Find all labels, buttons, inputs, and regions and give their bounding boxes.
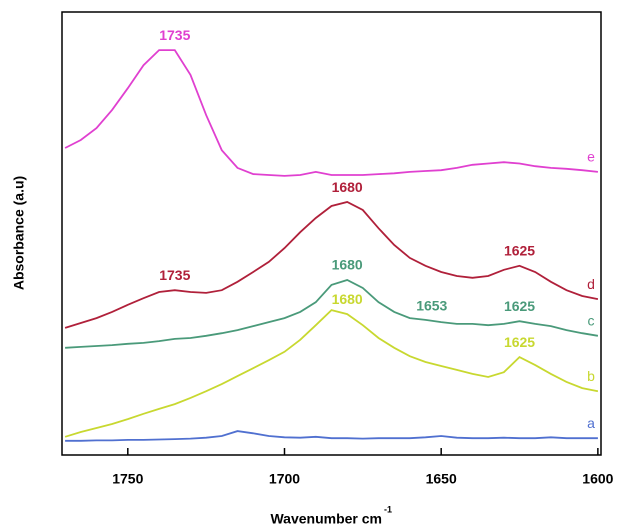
peak-label: 1625 <box>504 298 535 314</box>
series-line <box>65 279 599 349</box>
series-line <box>65 430 598 442</box>
series-label: e <box>587 149 595 165</box>
plot-frame <box>61 11 602 456</box>
series-label: a <box>587 415 595 431</box>
x-tick-label: 1700 <box>269 471 300 487</box>
peak-label: 1735 <box>159 27 190 43</box>
x-tick-label: 1750 <box>112 471 143 487</box>
series-label: c <box>588 313 595 329</box>
series-label: d <box>587 276 595 292</box>
peak-label: 1653 <box>416 297 447 313</box>
series-line <box>64 201 599 329</box>
peak-label: 1625 <box>504 243 535 259</box>
peak-label: 1680 <box>332 257 363 273</box>
peak-label: 1625 <box>504 334 535 350</box>
y-axis-label: Absorbance (a.u) <box>11 176 27 290</box>
x-tick-label: 1600 <box>582 471 613 487</box>
peak-label: 1735 <box>159 267 190 283</box>
peak-label: 1680 <box>332 291 363 307</box>
series-line <box>64 309 599 438</box>
peak-label: 1680 <box>332 179 363 195</box>
x-tick-label: 1650 <box>426 471 457 487</box>
x-axis-label: Wavenumber cm <box>270 511 382 527</box>
series-line <box>64 49 598 177</box>
series-label: b <box>587 368 595 384</box>
x-axis-label-superscript: -1 <box>384 504 392 514</box>
